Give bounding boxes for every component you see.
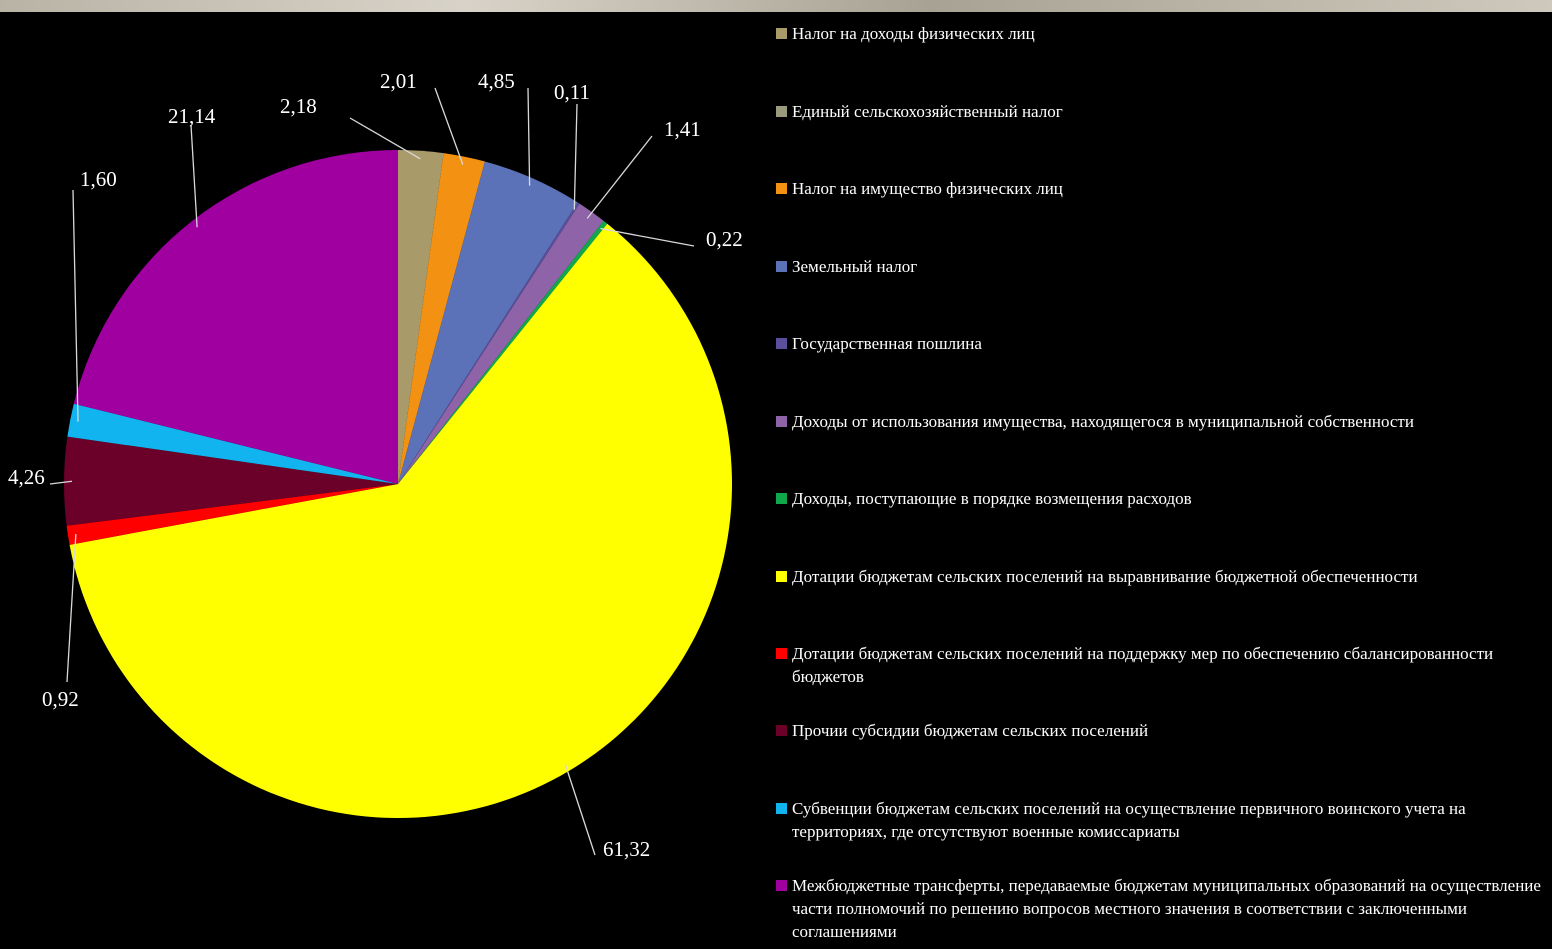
legend-swatch bbox=[776, 338, 787, 349]
legend-item: Субвенции бюджетам сельских поселений на… bbox=[776, 797, 1546, 843]
legend-swatch bbox=[776, 880, 787, 891]
data-label-10: 1,60 bbox=[80, 167, 117, 191]
top-decorative-strip bbox=[0, 0, 1552, 12]
pie-slice-3 bbox=[398, 161, 578, 484]
legend-swatch bbox=[776, 261, 787, 272]
pie-slice-9 bbox=[64, 436, 399, 526]
legend-label: Межбюджетные трансферты, передаваемые бю… bbox=[792, 876, 1541, 941]
legend-item: Дотации бюджетам сельских поселений на п… bbox=[776, 642, 1546, 688]
legend-label: Субвенции бюджетам сельских поселений на… bbox=[792, 799, 1466, 841]
legend-swatch bbox=[776, 803, 787, 814]
legend-label: Доходы, поступающие в порядке возмещения… bbox=[792, 489, 1192, 508]
leader-line-4 bbox=[573, 103, 578, 210]
pie-slice-0 bbox=[398, 150, 444, 484]
pie-chart: 2,18 2,01 4,85 0,11 1,41 0,22 61,32 0,92 4,26 1,6… bbox=[8, 69, 743, 861]
leader-line-7 bbox=[564, 763, 596, 856]
legend-label: Земельный налог bbox=[792, 257, 918, 276]
data-label-8: 0,92 bbox=[42, 687, 79, 711]
leader-line-2 bbox=[434, 87, 464, 165]
legend-label: Доходы от использования имущества, наход… bbox=[792, 412, 1414, 431]
pie-slice-7 bbox=[69, 223, 733, 818]
data-label-11: 21,14 bbox=[168, 104, 216, 128]
legend-swatch bbox=[776, 725, 787, 736]
legend-item: Доходы, поступающие в порядке возмещения… bbox=[776, 487, 1546, 510]
legend-swatch bbox=[776, 416, 787, 427]
data-label-9: 4,26 bbox=[8, 465, 45, 489]
legend-label: Прочии субсидии бюджетам сельских поселе… bbox=[792, 721, 1149, 740]
data-label-6: 0,22 bbox=[706, 227, 743, 251]
pie-slice-11 bbox=[73, 150, 398, 484]
pie-slice-5 bbox=[398, 203, 604, 485]
leader-line-11 bbox=[190, 124, 198, 228]
legend-swatch bbox=[776, 571, 787, 582]
leader-line-0 bbox=[349, 117, 421, 160]
data-label-4: 0,11 bbox=[554, 80, 590, 104]
data-label-5: 1,41 bbox=[664, 117, 701, 141]
legend-swatch bbox=[776, 493, 787, 504]
leader-line-9 bbox=[49, 480, 73, 485]
pie-slice-6 bbox=[398, 220, 608, 485]
legend-item: Единый сельскохозяйственный налог bbox=[776, 100, 1546, 123]
leader-line-6 bbox=[600, 227, 695, 247]
leader-line-10 bbox=[72, 189, 79, 422]
legend-swatch bbox=[776, 106, 787, 117]
pie-slice-2 bbox=[398, 153, 485, 484]
legend-item: Земельный налог bbox=[776, 255, 1546, 278]
legend-item: Межбюджетные трансферты, передаваемые бю… bbox=[776, 874, 1546, 943]
legend-item: Государственная пошлина bbox=[776, 332, 1546, 355]
legend-item: Прочии субсидии бюджетам сельских поселе… bbox=[776, 719, 1546, 742]
legend-item: Доходы от использования имущества, наход… bbox=[776, 410, 1546, 433]
legend-label: Государственная пошлина bbox=[792, 334, 982, 353]
legend-label: Дотации бюджетам сельских поселений на в… bbox=[792, 567, 1418, 586]
pie-slice-10 bbox=[67, 403, 399, 484]
legend-item: Налог на имущество физических лиц bbox=[776, 177, 1546, 200]
legend-label: Единый сельскохозяйственный налог bbox=[792, 102, 1063, 121]
leader-line-5 bbox=[586, 135, 653, 219]
data-label-2: 2,01 bbox=[380, 69, 417, 93]
data-label-0: 2,18 bbox=[280, 94, 317, 118]
legend-label: Налог на имущество физических лиц bbox=[792, 179, 1063, 198]
pie-slice-8 bbox=[66, 484, 398, 545]
legend-swatch bbox=[776, 183, 787, 194]
legend-label: Дотации бюджетам сельских поселений на п… bbox=[792, 644, 1494, 686]
leader-line-8 bbox=[66, 534, 77, 683]
legend-swatch bbox=[776, 648, 787, 659]
legend-label: Налог на доходы физических лиц bbox=[792, 24, 1035, 43]
legend-item: Налог на доходы физических лиц bbox=[776, 22, 1546, 45]
legend-item: Дотации бюджетам сельских поселений на в… bbox=[776, 565, 1546, 588]
data-label-7: 61,32 bbox=[603, 837, 650, 861]
pie-slice-4 bbox=[398, 202, 580, 484]
legend-swatch bbox=[776, 28, 787, 39]
data-label-3: 4,85 bbox=[478, 69, 515, 93]
leader-line-3 bbox=[527, 87, 531, 186]
